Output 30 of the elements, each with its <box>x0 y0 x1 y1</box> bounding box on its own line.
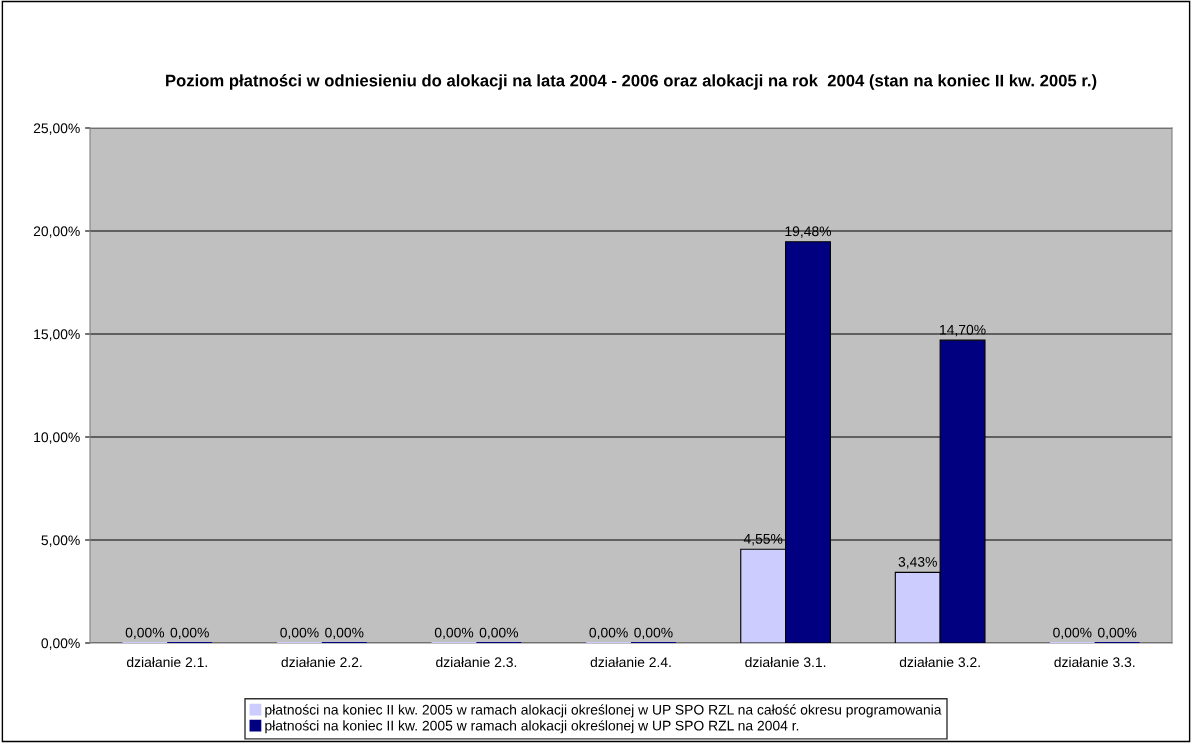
data-label: 0,00% <box>479 627 519 640</box>
data-label: 4,55% <box>743 533 783 546</box>
y-tick-label: 10,00% <box>34 432 80 444</box>
data-label: 3,43% <box>898 556 937 569</box>
y-tick-label: 25,00% <box>33 123 80 135</box>
data-label: 0,00% <box>280 627 319 640</box>
chart-title: Poziom płatności w odniesieniu do alokacji na lata 2004 - 2006 oraz alokacji na rok 2004 (stan na koniec II kw. 2005 r.) <box>166 74 1097 90</box>
y-tick-label: 20,00% <box>33 226 80 238</box>
data-label: 0,00% <box>125 627 165 640</box>
x-tick-label: działanie 2.4. <box>590 656 671 668</box>
y-tick-label: 15,00% <box>34 329 80 341</box>
data-label: 0,00% <box>589 627 628 640</box>
x-tick-label: działanie 3.1. <box>745 656 826 668</box>
data-label: 14,70% <box>940 324 986 337</box>
y-tick-label: 0,00% <box>41 638 80 650</box>
data-label: 19,48% <box>785 226 832 238</box>
data-label: 0,00% <box>1053 627 1092 640</box>
y-tick-label: 5,00% <box>41 535 80 547</box>
data-label: 0,00% <box>1097 627 1137 640</box>
x-tick-label: działanie 3.3. <box>1054 656 1135 668</box>
data-label: 0,00% <box>325 627 364 640</box>
x-tick-label: działanie 2.3. <box>436 656 517 668</box>
x-tick-label: działanie 3.2. <box>899 656 980 668</box>
data-label: 0,00% <box>434 627 474 640</box>
x-tick-label: działanie 2.1. <box>126 656 207 668</box>
data-label: 0,00% <box>634 627 673 640</box>
x-tick-label: działanie 2.2. <box>281 656 362 668</box>
legend-label: płatności na koniec II kw. 2005 w ramach alokacji określonej w UP SPO RZL na całość okresu programowania <box>265 704 942 718</box>
data-label: 0,00% <box>170 627 209 640</box>
legend-label: płatności na koniec II kw. 2005 w ramach alokacji określonej w UP SPO RZL na 2004 r. <box>265 720 799 734</box>
